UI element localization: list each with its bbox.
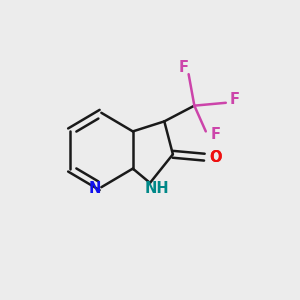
Text: NH: NH xyxy=(145,181,170,196)
Text: F: F xyxy=(230,92,239,107)
Text: F: F xyxy=(211,127,221,142)
Text: F: F xyxy=(178,59,188,74)
Text: O: O xyxy=(209,150,221,165)
Text: O: O xyxy=(209,150,221,165)
Text: N: N xyxy=(89,181,101,196)
